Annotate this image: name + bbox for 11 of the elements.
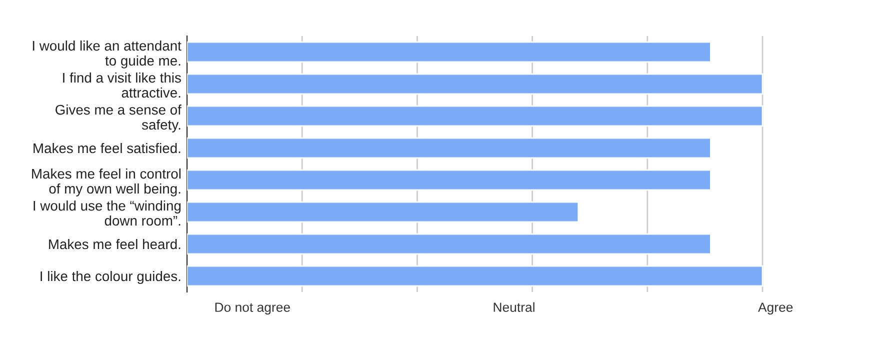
y-tick-label: Gives me a sense of safety.	[56, 104, 182, 132]
y-tick-label: I find a visit like this attractive.	[63, 72, 181, 98]
y-tick-label: Makes me feel in control of my own well being.	[32, 168, 181, 196]
y-tick-label: I would like an attendant to guide me.	[32, 40, 182, 68]
y-tick-label: Makes me feel satisfied.	[34, 142, 180, 154]
text: Do not agree	[215, 302, 290, 315]
y-tick-label: I would use the “winding down room”.	[34, 200, 181, 226]
text: Neutral	[494, 302, 534, 312]
y-tick-label: I like the colour guides.	[40, 270, 180, 284]
text: Agree	[758, 302, 793, 315]
y-tick-label: Makes me feel heard.	[49, 238, 180, 250]
